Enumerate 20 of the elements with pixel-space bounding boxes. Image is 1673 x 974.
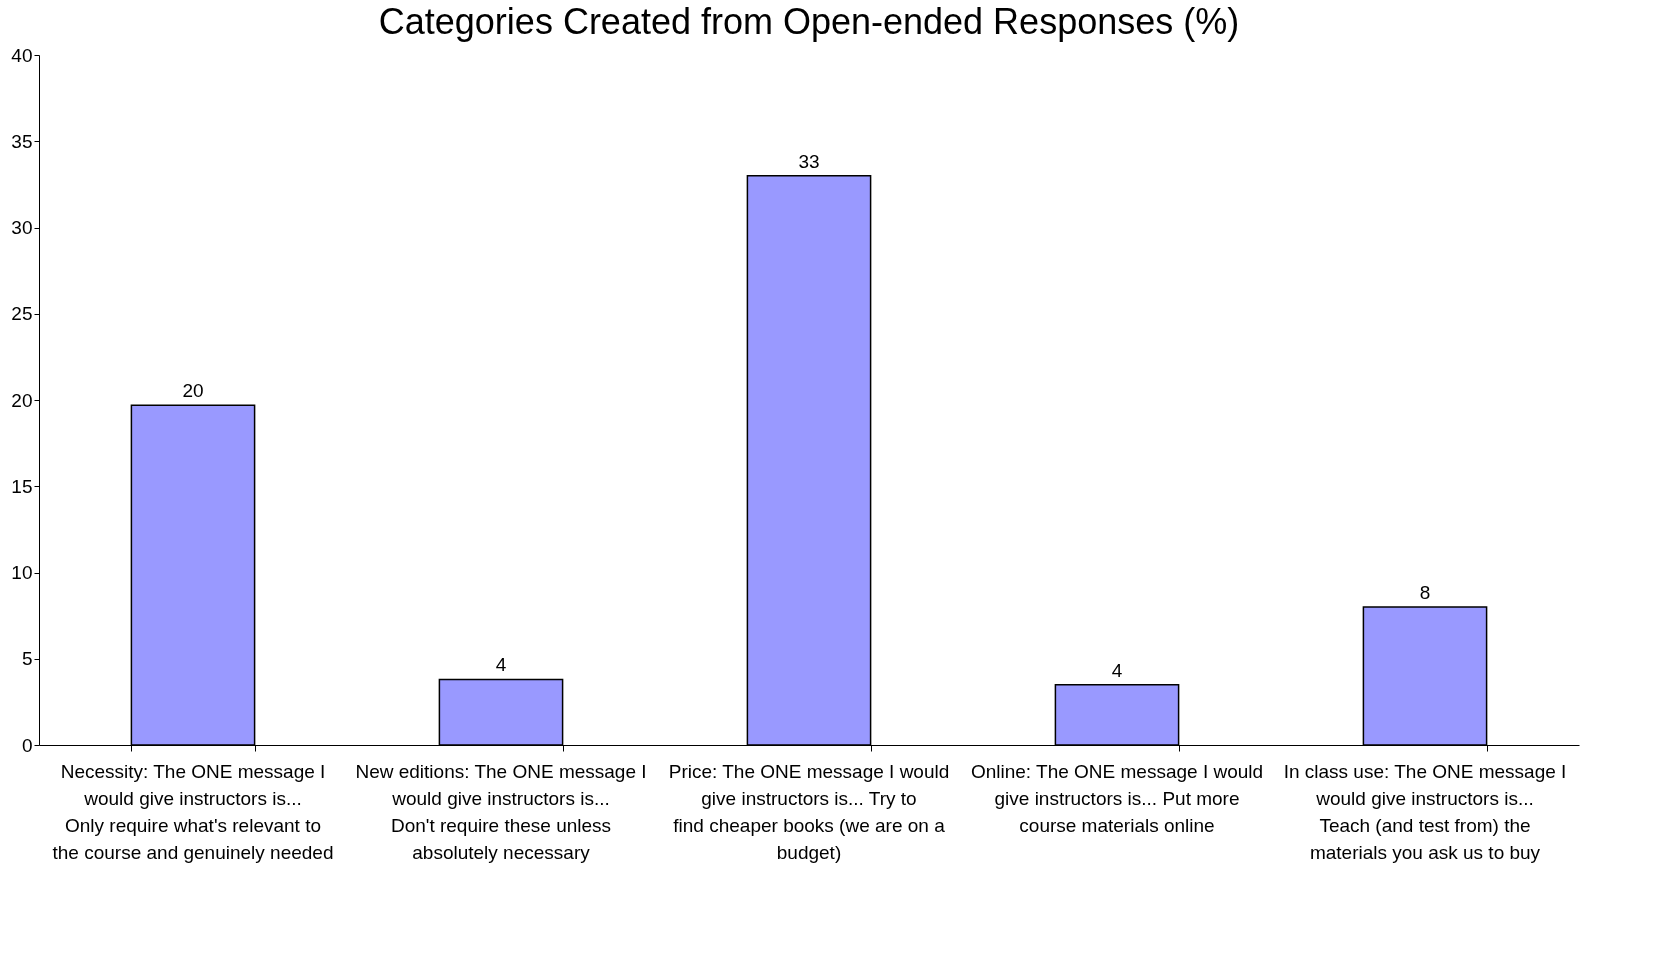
data-label: 8 [1419, 582, 1431, 603]
x-tick-label: Necessity: The ONE message I would give instructors is... Only require what's relevant to the course and genuinely needed [52, 761, 334, 863]
y-tick-label: 40 [11, 44, 33, 66]
y-tick-label: 25 [11, 303, 33, 325]
chart-title: Categories Created from Open-ended Responses (%) [378, 1, 1240, 42]
y-tick-label: 15 [11, 475, 33, 497]
data-label: 33 [798, 150, 820, 172]
x-tick-label: Price: The ONE message I would give instructors is... Try to find cheaper books (we are on a budget) [668, 761, 950, 863]
x-tick-label: Online: The ONE message I would give instructors is... Put more course materials online [970, 761, 1264, 836]
data-label: 4 [1111, 659, 1123, 681]
x-tick-label: New editions: The ONE message I would give instructors is... Don't require these unless absolutely necessary [355, 761, 647, 863]
y-tick-label: 5 [21, 648, 33, 670]
y-tick-label: 30 [11, 217, 33, 238]
y-tick-label: 10 [11, 562, 33, 583]
data-label: 20 [182, 380, 204, 402]
x-tick-label: In class use: The ONE message I would give instructors is... Teach (and test from) the materials you ask us to buy [1283, 761, 1567, 863]
data-label: 4 [495, 654, 507, 676]
y-tick-label: 35 [11, 130, 33, 152]
y-tick-label: 0 [21, 734, 33, 756]
y-tick-label: 20 [11, 389, 33, 411]
